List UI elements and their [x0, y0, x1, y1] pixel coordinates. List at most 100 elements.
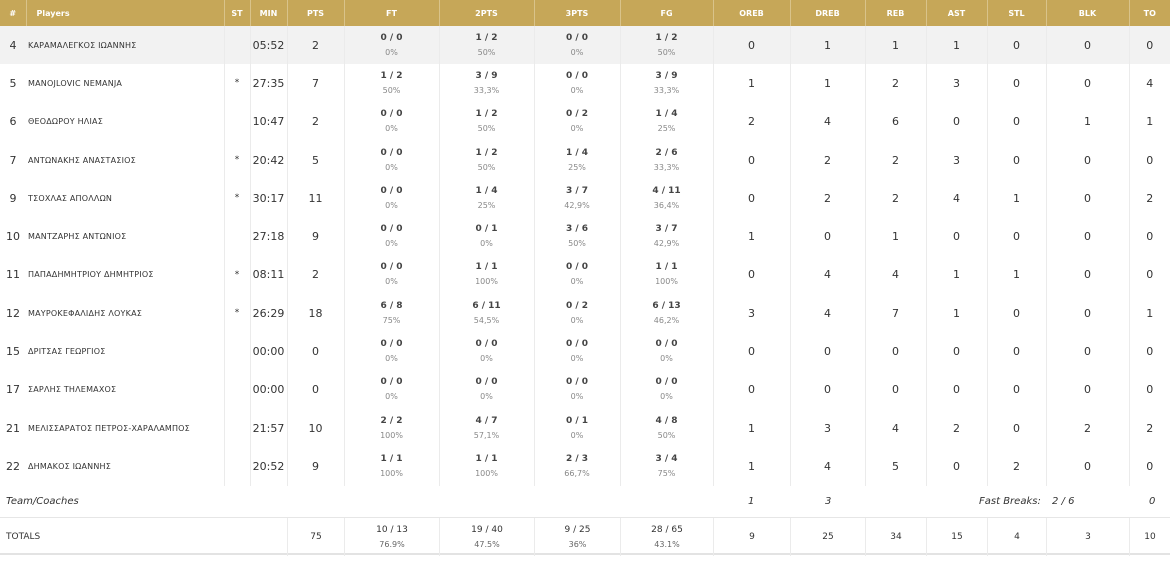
free-throws: 1 / 2	[380, 70, 403, 81]
free-throws: 0 / 0	[380, 339, 403, 350]
three-pointers: 0 / 2	[565, 109, 589, 120]
steals: 0	[987, 332, 1047, 371]
total-rebounds: 2	[865, 140, 927, 180]
offensive-rebounds: 0	[713, 26, 791, 65]
col-header-stl[interactable]: STL	[987, 0, 1047, 26]
two-pointers-pct: 50%	[477, 47, 496, 57]
minutes: 21:57	[250, 408, 288, 448]
col-header-blk[interactable]: BLK	[1046, 0, 1130, 26]
steals: 0	[987, 26, 1047, 65]
two-pointers-cell: 1 / 1 100%	[439, 447, 535, 486]
steals: 0	[987, 64, 1047, 103]
player-name-link[interactable]: MANOJLOVIC NEMANJA	[28, 78, 122, 88]
field-goals-cell: 6 / 13 46,2%	[620, 294, 714, 333]
col-header-2pts[interactable]: 2PTS	[439, 0, 535, 26]
player-name-link[interactable]: ΜΑΥΡΟΚΕΦΑΛΙΔΗΣ ΛΟΥΚΑΣ	[28, 308, 143, 318]
player-name-link[interactable]: ΔΡΙΤΣΑΣ ΓΕΩΡΓΙΟΣ	[28, 347, 106, 357]
steals: 1	[987, 179, 1047, 218]
totals-stl-cell: 4	[987, 518, 1046, 556]
two-pointers: 0 / 1	[475, 224, 498, 235]
three-pointers: 0 / 0	[565, 70, 589, 81]
table-row: 7 ΑΝΤΩΝΑΚΗΣ ΑΝΑΣΤΑΣΙΟΣ * 20:42 5 0 / 0 0% 1 / 2…	[0, 140, 1170, 180]
totals-label-cell: TOTALS	[0, 518, 287, 556]
player-number: 6	[9, 115, 17, 129]
turnovers: 4	[1146, 76, 1154, 90]
three-pointers: 0 / 1	[565, 415, 589, 426]
team-oreb: 1	[748, 496, 755, 507]
col-header-pts[interactable]: PTS	[287, 0, 345, 26]
table-row: 9 ΤΣΟΧΛΑΣ ΑΠΟΛΛΩΝ * 30:17 11 0 / 0 0% 1 / 4 25% 3…	[0, 179, 1170, 218]
three-pointers: 0 / 2	[565, 300, 589, 311]
totals-ft: 10 / 13	[376, 524, 408, 535]
player-name-link[interactable]: ΘΕΟΔΩΡΟΥ ΗΛΙΑΣ	[28, 117, 103, 127]
two-pointers: 1 / 2	[475, 109, 498, 120]
col-header-st[interactable]: ST	[224, 0, 251, 26]
player-number: 5	[9, 76, 17, 90]
player-name-link[interactable]: ΔΗΜΑΚΟΣ ΙΩΑΝΝΗΣ	[28, 461, 111, 471]
col-header-min[interactable]: MIN	[250, 0, 288, 26]
col-header-dreb[interactable]: DREB	[790, 0, 866, 26]
field-goals-pct: 100%	[655, 277, 678, 287]
col-header-num[interactable]: #	[0, 0, 27, 26]
blocks: 0	[1046, 64, 1130, 103]
col-header-reb[interactable]: REB	[865, 0, 927, 26]
points: 5	[287, 140, 345, 180]
col-header-ft[interactable]: FT	[344, 0, 440, 26]
three-pointers: 0 / 0	[565, 262, 589, 273]
player-name-link[interactable]: ΜΑΝΤΖΑΡΗΣ ΑΝΤΩΝΙΟΣ	[28, 232, 127, 242]
two-pointers-cell: 1 / 1 100%	[439, 255, 535, 295]
two-pointers: 1 / 1	[475, 453, 498, 464]
field-goals: 0 / 0	[655, 377, 678, 388]
three-pointers-pct: 0%	[570, 315, 584, 325]
col-header-fg[interactable]: FG	[620, 0, 714, 26]
player-name-link[interactable]: ΚΑΡΑΜΑΛΕΓΚΟΣ ΙΩΑΝΝΗΣ	[28, 40, 137, 50]
turnovers: 0	[1146, 153, 1154, 167]
col-header-3pts[interactable]: 3PTS	[534, 0, 621, 26]
col-header-to[interactable]: TO	[1129, 0, 1170, 26]
field-goals-cell: 4 / 8 50%	[620, 408, 714, 448]
col-header-oreb[interactable]: OREB	[713, 0, 791, 26]
col-header-ast[interactable]: AST	[926, 0, 988, 26]
free-throws: 6 / 8	[380, 300, 403, 311]
free-throws-cell: 2 / 2 100%	[344, 408, 440, 448]
field-goals-cell: 1 / 4 25%	[620, 102, 714, 141]
minutes: 26:29	[250, 294, 288, 333]
assists: 0	[926, 102, 988, 141]
total-rebounds: 4	[865, 255, 927, 295]
col-header-players[interactable]: Players	[26, 0, 225, 26]
free-throws-pct: 0%	[385, 277, 398, 287]
steals: 0	[987, 370, 1047, 409]
free-throws-cell: 0 / 0 0%	[344, 26, 440, 65]
free-throws-cell: 1 / 2 50%	[344, 64, 440, 103]
two-pointers-cell: 6 / 11 54,5%	[439, 294, 535, 333]
player-name-link[interactable]: ΠΑΠΑΔΗΜΗΤΡΙΟΥ ΔΗΜΗΤΡΙΟΣ	[28, 270, 154, 280]
player-name-link[interactable]: ΤΣΟΧΛΑΣ ΑΠΟΛΛΩΝ	[28, 193, 113, 203]
player-number: 4	[0, 26, 26, 65]
field-goals-cell: 0 / 0 0%	[620, 332, 714, 371]
player-name-link[interactable]: ΣΑΡΛΗΣ ΤΗΛΕΜΑΧΟΣ	[28, 385, 117, 395]
offensive-rebounds: 0	[713, 140, 791, 180]
player-name-link[interactable]: ΑΝΤΩΝΑΚΗΣ ΑΝΑΣΤΑΣΙΟΣ	[28, 155, 136, 165]
three-pointers: 0 / 0	[565, 339, 589, 350]
blocks: 1	[1046, 102, 1130, 141]
free-throws-cell: 0 / 0 0%	[344, 140, 440, 180]
minutes: 27:35	[250, 64, 288, 103]
three-pointers-cell: 0 / 0 0%	[534, 370, 621, 409]
two-pointers-pct: 0%	[480, 392, 493, 402]
three-pointers-cell: 0 / 0 0%	[534, 255, 621, 295]
player-name-link[interactable]: ΜΕΛΙΣΣΑΡΑΤΟΣ ΠΕΤΡΟΣ-ΧΑΡΑΛΑΜΠΟΣ	[28, 423, 190, 433]
two-pointers-cell: 4 / 7 57,1%	[439, 408, 535, 448]
two-pointers-cell: 0 / 1 0%	[439, 217, 535, 256]
totals-stl: 4	[1014, 532, 1020, 542]
totals-ft-cell: 10 / 13 76.9%	[344, 518, 439, 556]
totals-2pts-pct: 47.5%	[474, 539, 500, 549]
blocks: 2	[1046, 408, 1130, 448]
free-throws: 0 / 0	[380, 109, 403, 120]
two-pointers: 0 / 0	[475, 377, 498, 388]
two-pointers-cell: 1 / 2 50%	[439, 140, 535, 180]
free-throws-pct: 75%	[382, 315, 401, 325]
assists: 1	[926, 26, 988, 65]
minutes: 20:42	[250, 140, 288, 180]
three-pointers: 0 / 0	[565, 32, 589, 43]
